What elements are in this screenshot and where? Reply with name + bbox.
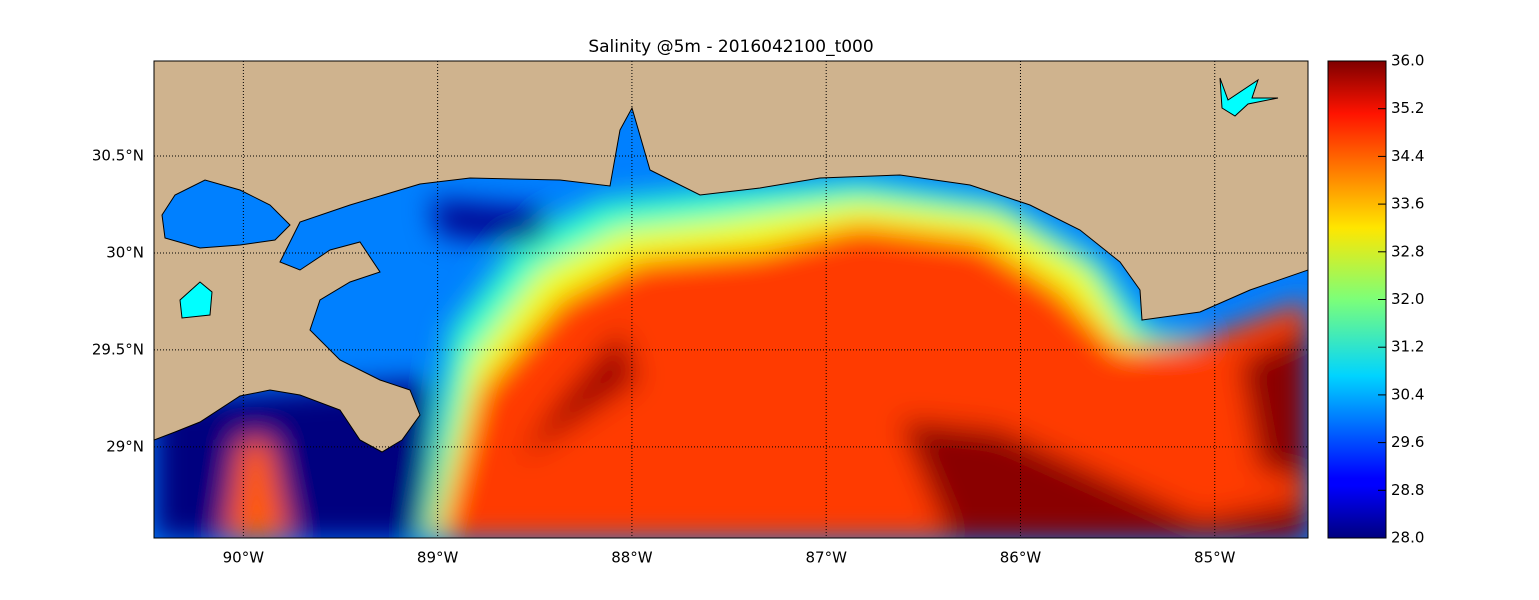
colorbar-tick-label: 29.6	[1391, 433, 1424, 451]
map-area	[154, 61, 1308, 538]
x-tick-label: 85°W	[1194, 549, 1236, 567]
x-tick-label: 87°W	[805, 549, 847, 567]
colorbar-tick-label: 32.8	[1391, 242, 1424, 260]
lake	[161, 179, 291, 249]
colorbar	[1327, 60, 1387, 539]
colorbar-tick-label: 28.8	[1391, 481, 1424, 499]
x-tick-label: 86°W	[1000, 549, 1042, 567]
y-tick-label: 30.5°N	[92, 147, 144, 165]
colorbar-tick-label: 28.0	[1391, 529, 1424, 547]
colorbar-tick-label: 36.0	[1391, 52, 1424, 70]
colorbar-tick-label: 34.4	[1391, 147, 1424, 165]
x-tick-label: 88°W	[611, 549, 653, 567]
x-tick-label: 89°W	[417, 549, 459, 567]
y-tick-label: 29.5°N	[92, 340, 144, 358]
colorbar-tick-label: 31.2	[1391, 338, 1424, 356]
salinity-field	[154, 180, 1308, 538]
colorbar-tick-label: 32.0	[1391, 290, 1424, 308]
colorbar-tick-label: 30.4	[1391, 385, 1424, 403]
x-tick-label: 90°W	[223, 549, 265, 567]
grid	[154, 61, 1308, 538]
lake	[1219, 77, 1279, 117]
y-tick-label: 29°N	[106, 437, 144, 455]
map-title: Salinity @5m - 2016042100_t000	[588, 37, 873, 57]
y-tick-label: 30°N	[106, 243, 144, 261]
lake	[179, 281, 213, 319]
colorbar-tick-label: 35.2	[1391, 99, 1424, 117]
colorbar-tick-label: 33.6	[1391, 195, 1424, 213]
map-frame	[153, 60, 1309, 539]
